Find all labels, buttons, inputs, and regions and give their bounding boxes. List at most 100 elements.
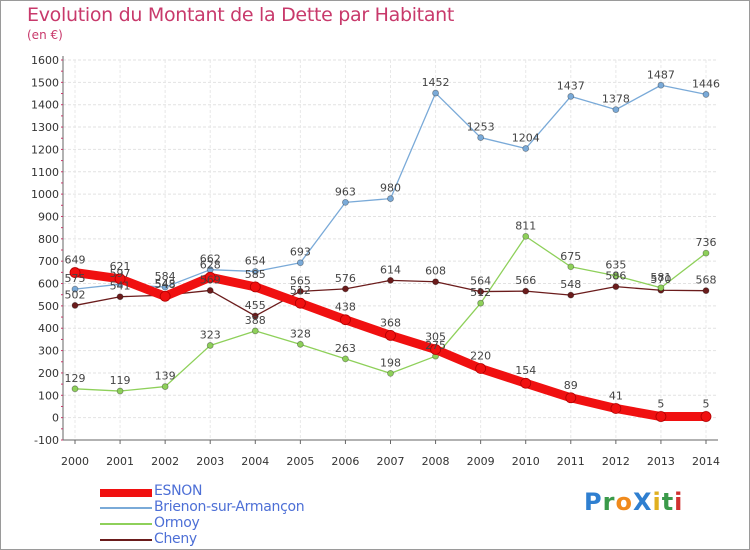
y-tick-label: -100: [34, 434, 59, 447]
data-point: [204, 271, 216, 283]
data-label: 569: [200, 273, 221, 286]
data-point: [342, 198, 349, 206]
data-label: 512: [290, 284, 311, 297]
data-label: 654: [245, 254, 266, 267]
x-tick-label: 2009: [467, 455, 495, 468]
data-point: [475, 363, 487, 374]
data-label: 1446: [692, 77, 720, 90]
data-label: 5: [657, 398, 664, 411]
y-tick-label: 100: [38, 389, 59, 402]
data-point: [567, 263, 575, 271]
data-point: [477, 288, 485, 295]
data-label: 568: [696, 274, 717, 287]
x-tick-label: 2001: [106, 455, 134, 468]
x-tick-label: 2006: [331, 455, 359, 468]
data-point: [430, 344, 441, 355]
y-tick-label: 1000: [31, 188, 59, 201]
data-point: [251, 327, 259, 335]
x-tick-label: 2002: [151, 455, 179, 468]
data-label: 323: [200, 328, 221, 341]
data-point: [116, 387, 124, 395]
data-point: [700, 411, 712, 422]
data-point: [387, 276, 394, 284]
y-tick-label: 700: [38, 255, 59, 268]
x-tick-label: 2005: [286, 455, 314, 468]
data-point: [342, 285, 349, 293]
data-point: [612, 283, 620, 291]
data-label: 565: [290, 274, 311, 287]
data-label: 980: [380, 182, 401, 195]
y-tick-label: 1300: [31, 121, 59, 134]
grid-lines: [63, 59, 718, 441]
data-label: 154: [515, 364, 536, 377]
x-tick-label: 2007: [377, 455, 405, 468]
data-point: [432, 278, 439, 286]
data-point: [249, 281, 261, 293]
data-label: 275: [425, 339, 446, 352]
data-point: [206, 342, 214, 349]
y-tick-label: 900: [38, 210, 59, 223]
data-label: 621: [110, 260, 131, 273]
data-point: [702, 249, 710, 257]
logo-letter: i: [652, 488, 662, 516]
data-point: [296, 340, 304, 348]
data-point: [612, 106, 620, 114]
data-label: 570: [650, 273, 671, 286]
data-point: [520, 377, 532, 389]
legend-label-ormoy: Ormoy: [154, 515, 200, 531]
data-label: 614: [380, 263, 401, 276]
data-point: [477, 299, 485, 307]
legend-swatch-esnon: [100, 489, 152, 497]
data-label: 305: [425, 330, 446, 343]
data-label: 220: [470, 349, 491, 362]
data-label: 388: [245, 314, 266, 327]
data-label: 736: [696, 236, 717, 249]
data-point: [657, 284, 665, 292]
data-point: [340, 314, 351, 326]
series-lines: [69, 81, 712, 422]
data-label: 328: [290, 327, 311, 340]
x-tick-label: 2014: [692, 455, 720, 468]
data-label: 635: [605, 259, 626, 272]
legend-label-brienon: Brienon-sur-Armançon: [154, 499, 305, 515]
x-tick-label: 2011: [557, 455, 585, 468]
data-label: 586: [605, 270, 626, 283]
data-label: 548: [155, 278, 176, 291]
data-label: 564: [470, 275, 491, 288]
x-tick-label: 2004: [241, 455, 269, 468]
data-point: [114, 273, 126, 285]
data-label: 368: [380, 316, 401, 329]
data-point: [251, 268, 259, 275]
data-point: [610, 403, 622, 414]
axes: [61, 56, 718, 444]
data-label: 129: [65, 372, 86, 385]
data-label: 1204: [512, 132, 540, 145]
data-label: 5: [703, 398, 710, 411]
y-tick-label: 1500: [31, 76, 59, 89]
legend-swatch-cheny: [100, 539, 152, 541]
y-tick-label: 1200: [31, 143, 59, 156]
data-point: [387, 369, 394, 377]
data-point: [159, 290, 171, 302]
data-point: [161, 383, 169, 390]
y-tick-label: 1600: [31, 54, 59, 67]
data-label: 597: [110, 267, 131, 280]
y-tick-label: 500: [38, 300, 59, 313]
data-point: [657, 81, 665, 89]
data-point: [71, 302, 79, 309]
data-label: 263: [335, 342, 356, 355]
data-label: 628: [200, 258, 221, 271]
data-point: [387, 195, 394, 202]
logo-letter: t: [661, 488, 675, 516]
data-label: 1253: [467, 121, 495, 134]
x-tick-label: 2010: [512, 455, 540, 468]
data-label: 649: [65, 254, 86, 267]
x-tick-labels: 2000 2001 2002 2003 2004 2005 2006 2007 2008 2009…: [61, 455, 720, 468]
y-tick-label: 400: [38, 322, 59, 335]
x-tick-label: 2012: [602, 455, 630, 468]
data-label: 438: [335, 301, 356, 314]
data-point: [702, 91, 710, 98]
x-tick-label: 2013: [647, 455, 675, 468]
logo-letter: X: [632, 488, 653, 516]
